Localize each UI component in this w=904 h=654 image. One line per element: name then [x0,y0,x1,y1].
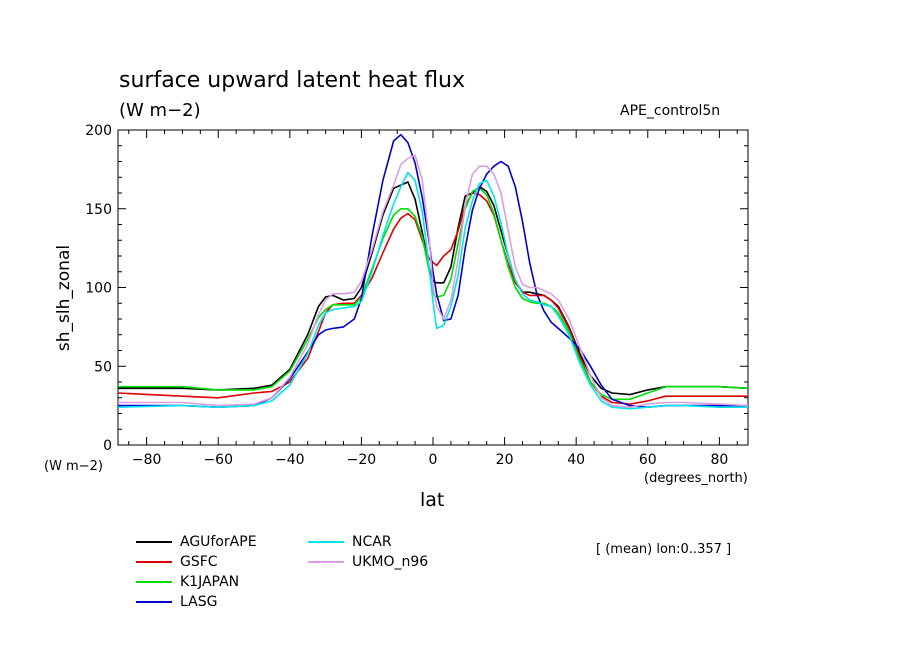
x-axis-label: lat [420,489,445,511]
series-line-ncar [117,171,748,410]
y-tick-label: 100 [85,281,112,297]
x-tick-label: −60 [203,452,233,468]
legend-label: GSFC [180,554,218,570]
run-label: APE_control5n [620,103,721,119]
x-tick-label: −20 [347,452,377,468]
chart-units: (W m−2) [119,100,201,121]
legend-label: UKMO_n96 [352,554,429,570]
legend-label: K1JAPAN [180,574,240,590]
x-tick-label: 0 [429,452,438,468]
legend-item: K1JAPAN [136,572,239,592]
legend-item: LASG [136,592,217,612]
y-axis: 0 50 100 150 200 [85,123,748,454]
series-line-ukmo-n96 [118,154,749,409]
y-tick-label: 150 [85,202,112,218]
legend-swatch [136,601,172,603]
chart-title: surface upward latent heat flux [119,68,466,93]
x-tick-label: 60 [639,452,657,468]
legend-swatch [136,561,172,563]
legend-label: NCAR [352,534,392,550]
legend-swatch [136,541,172,543]
minor-ticks [118,130,748,445]
averaging-note: [ (mean) lon:0..357 ] [596,542,732,557]
x-tick-label: 20 [496,452,514,468]
series-line-k1japan [118,187,749,401]
legend-item: UKMO_n96 [308,552,428,572]
x-axis-units: (degrees_north) [644,471,748,486]
legend-swatch [308,561,344,563]
legend-label: AGUforAPE [180,534,257,550]
legend-swatch [308,541,344,543]
x-tick-label: −40 [275,452,305,468]
y-axis-units: (W m−2) [44,459,103,474]
x-axis: −80 −60 −40 −20 0 20 40 60 80 [132,130,728,468]
legend-item: AGUforAPE [136,532,257,552]
series-line-lasg [118,133,748,409]
x-tick-label: 40 [567,452,585,468]
x-tick-label: −80 [132,452,162,468]
y-axis-label: sh_slh_zonal [54,244,74,352]
x-tick-label: 80 [710,452,728,468]
legend-label: LASG [180,594,218,610]
series-lines [117,133,749,410]
y-tick-label: 0 [103,438,112,454]
y-tick-label: 50 [94,359,112,375]
legend-swatch [136,581,172,583]
legend-item: NCAR [308,532,392,552]
legend-item: GSFC [136,552,218,572]
y-tick-label: 200 [85,123,112,139]
